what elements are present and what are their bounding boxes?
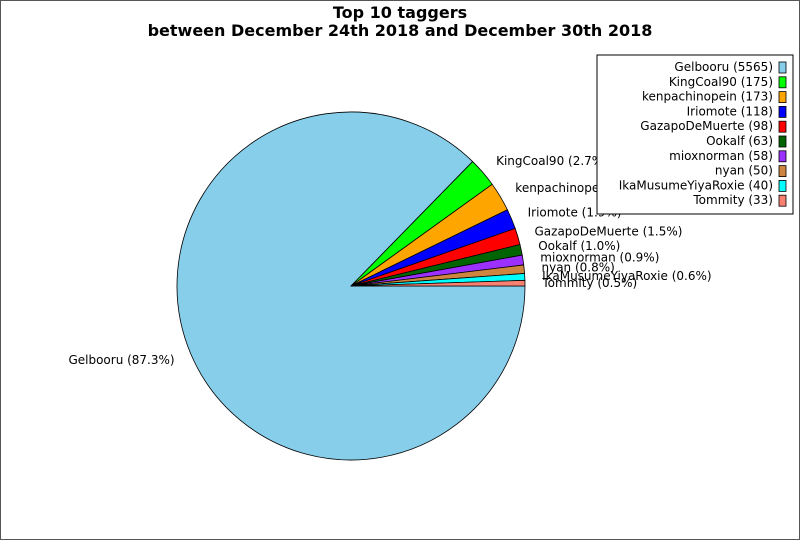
legend-label-gazapodemuerte: GazapoDeMuerte (98) xyxy=(640,119,773,133)
legend: Gelbooru (5565)KingCoal90 (175)kenpachin… xyxy=(596,54,794,215)
legend-label-nyan: nyan (50) xyxy=(715,164,773,178)
legend-swatch-kenpachinopein xyxy=(778,91,787,103)
chart-subtitle: between December 24th 2018 and December … xyxy=(148,21,653,40)
slice-label-gazapodemuerte: GazapoDeMuerte (1.5%) xyxy=(535,225,683,239)
legend-swatch-iriomote xyxy=(778,106,787,118)
legend-swatch-kingcoal90 xyxy=(778,76,787,89)
legend-swatch-tommity xyxy=(778,194,787,207)
legend-label-ikamusumeyiyaroxie: IkaMusumeYiyaRoxie (40) xyxy=(619,178,773,192)
slice-label-mioxnorman: mioxnorman (0.9%) xyxy=(540,250,659,264)
legend-label-tommity: Tommity (33) xyxy=(692,193,773,207)
pie-slice-tommity xyxy=(350,279,526,287)
slice-label-tommity: Tommity (0.5%) xyxy=(541,276,637,290)
legend-label-iriomote: Iriomote (118) xyxy=(687,104,773,118)
pie-slice-labels: Gelbooru (87.3%)KingCoal90 (2.7%)kenpach… xyxy=(68,154,711,367)
legend-swatch-gazapodemuerte xyxy=(778,120,787,133)
pie-slices xyxy=(176,111,526,461)
legend-label-gelbooru: Gelbooru (5565) xyxy=(674,60,773,74)
legend-label-ookalf: Ookalf (63) xyxy=(706,134,773,148)
slice-label-ookalf: Ookalf (1.0%) xyxy=(538,239,620,253)
legend-swatch-nyan xyxy=(778,165,787,178)
legend-swatch-mioxnorman xyxy=(778,150,787,163)
slice-label-nyan: nyan (0.8%) xyxy=(542,261,615,275)
slice-label-gelbooru: Gelbooru (87.3%) xyxy=(68,353,174,367)
chart-title: Top 10 taggers xyxy=(333,3,467,22)
legend-label-mioxnorman: mioxnorman (58) xyxy=(669,149,773,163)
legend-box xyxy=(596,54,794,215)
legend-label-kingcoal90: KingCoal90 (175) xyxy=(669,75,773,89)
slice-label-kingcoal90: KingCoal90 (2.7%) xyxy=(496,154,608,168)
legend-swatch-ookalf xyxy=(778,135,787,148)
legend-swatch-gelbooru xyxy=(778,61,787,74)
slice-label-ikamusumeyiyaroxie: IkaMusumeYiyaRoxie (0.6%) xyxy=(542,269,711,283)
legend-swatch-ikamusumeyiyaroxie xyxy=(778,179,787,192)
legend-label-kenpachinopein: kenpachinopein (173) xyxy=(642,90,773,104)
